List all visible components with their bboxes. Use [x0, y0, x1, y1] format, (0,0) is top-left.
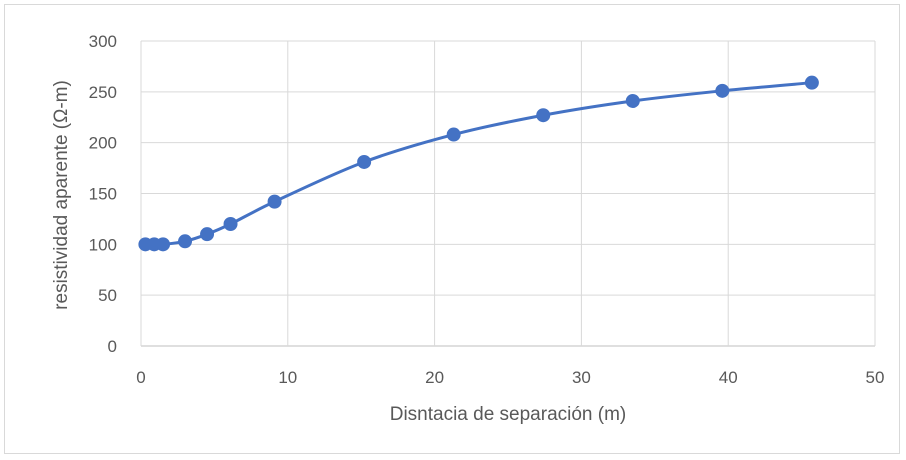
data-points	[138, 75, 819, 252]
y-tick-label: 100	[89, 235, 117, 254]
data-point	[200, 227, 215, 242]
data-point	[267, 194, 282, 209]
x-tick-label: 50	[866, 368, 885, 387]
x-tick-labels: 0 10 20 30 40 50	[136, 368, 884, 387]
data-point	[156, 237, 171, 252]
data-point	[536, 108, 551, 123]
y-tick-label: 300	[89, 32, 117, 51]
data-point	[178, 234, 193, 249]
data-point	[625, 93, 640, 108]
y-tick-label: 200	[89, 134, 117, 153]
y-tick-label: 250	[89, 83, 117, 102]
x-tick-label: 0	[136, 368, 145, 387]
x-tick-label: 30	[572, 368, 591, 387]
x-tick-label: 10	[278, 368, 297, 387]
x-tick-label: 40	[719, 368, 738, 387]
y-tick-labels: 0 50 100 150 200 250 300	[89, 32, 117, 356]
grid-lines	[140, 40, 876, 347]
chart-frame	[4, 4, 900, 454]
x-tick-label: 20	[425, 368, 444, 387]
data-point	[715, 83, 730, 98]
y-tick-label: 150	[89, 185, 117, 204]
data-point	[804, 75, 819, 90]
data-point	[223, 217, 238, 231]
y-tick-label: 50	[98, 286, 117, 305]
x-axis-title: Disntacia de separación (m)	[390, 404, 627, 425]
y-tick-label: 0	[108, 337, 117, 356]
data-point	[446, 127, 461, 142]
data-point	[357, 154, 372, 169]
series-line	[145, 81, 813, 247]
y-axis-title: resistividad aparente (Ω-m)	[51, 80, 72, 310]
